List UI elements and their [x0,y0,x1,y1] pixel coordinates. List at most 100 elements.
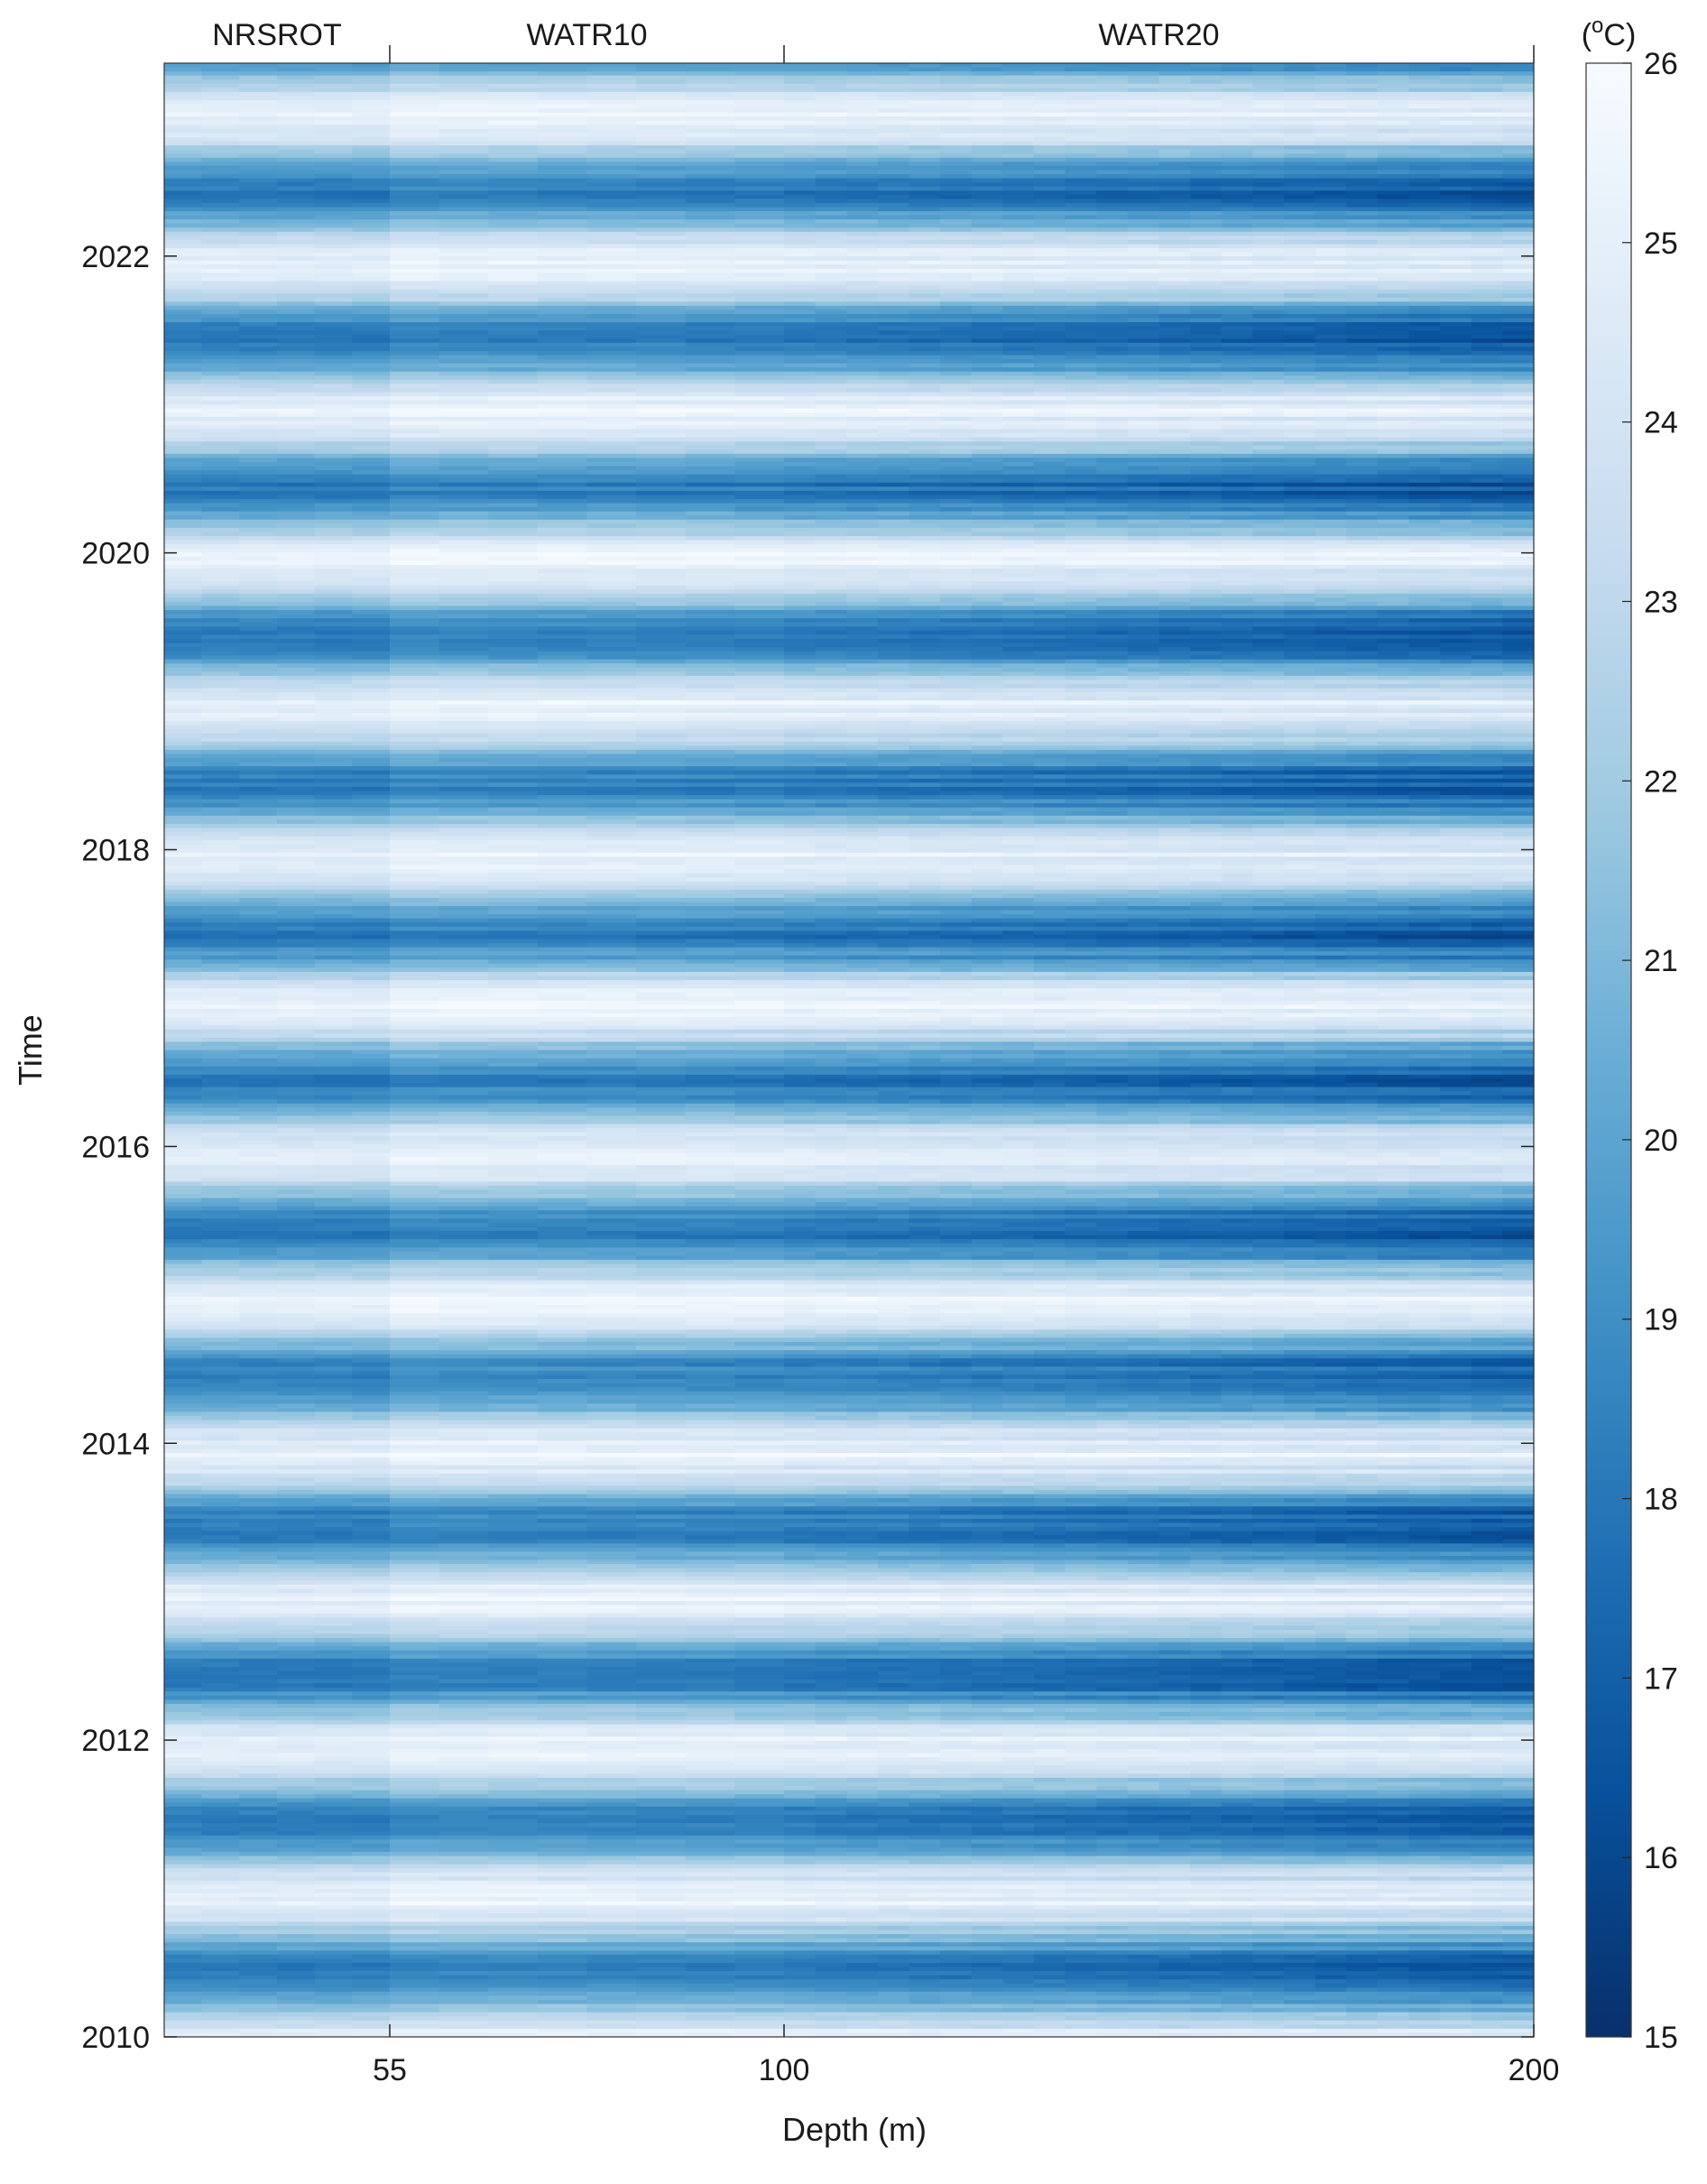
heatmap-cell [1346,190,1379,196]
heatmap-cell [390,239,440,245]
heatmap-cell [971,375,1003,381]
heatmap-cell [1502,190,1535,196]
heatmap-cell [488,289,539,294]
heatmap-cell [239,260,278,265]
heatmap-cell [1252,141,1285,146]
heatmap-cell [1190,273,1223,278]
heatmap-cell [1440,96,1472,101]
heatmap-cell [1096,408,1129,413]
heatmap-cell [1346,363,1379,368]
heatmap-cell [352,367,391,373]
heatmap-cell [1502,289,1535,294]
heatmap-cell [877,379,910,384]
heatmap-cell [488,359,539,365]
heatmap-cell [1315,486,1347,492]
heatmap-cell [846,601,879,607]
heatmap-cell [909,194,941,199]
heatmap-cell [1096,268,1129,273]
heatmap-cell [1502,498,1535,504]
heatmap-cell [277,141,316,146]
heatmap-cell [1346,186,1379,191]
heatmap-cell [1315,186,1347,191]
heatmap-cell [438,581,489,587]
heatmap-cell [586,453,637,458]
heatmap-cell [1377,67,1410,72]
heatmap-cell [636,199,687,204]
heatmap-cell [1096,157,1129,162]
heatmap-cell [971,466,1003,471]
heatmap-cell [1284,112,1316,117]
heatmap-cell [909,260,941,265]
heatmap-cell [1034,416,1066,421]
heatmap-cell [971,461,1003,467]
heatmap-cell [537,236,588,241]
heatmap-cell [164,375,203,381]
heatmap-cell [438,194,489,199]
heatmap-cell [1158,342,1191,347]
heatmap-cell [1408,153,1441,159]
heatmap-cell [1158,392,1191,397]
heatmap-cell [1346,211,1379,217]
heatmap-cell [971,207,1003,212]
heatmap-cell [277,458,316,463]
heatmap-cell [488,371,539,376]
heatmap-cell [685,511,735,516]
heatmap-cell [438,532,489,537]
heatmap-cell [1065,523,1097,529]
heatmap-cell [438,593,489,598]
heatmap-cell [1284,310,1316,315]
heatmap-cell [586,350,637,356]
heatmap-cell [877,207,910,212]
heatmap-cell [586,63,637,69]
heatmap-cell [784,297,817,302]
heatmap-cell [1190,400,1223,405]
heatmap-cell [1377,223,1410,228]
heatmap-cell [1034,367,1066,373]
heatmap-cell [390,248,440,254]
heatmap-cell [1284,564,1316,570]
heatmap-cell [488,449,539,455]
heatmap-cell [1471,412,1503,418]
heatmap-cell [1096,486,1129,492]
heatmap-cell [971,359,1003,365]
heatmap-cell [1408,133,1441,138]
heatmap-cell [1221,458,1253,463]
heatmap-cell [488,202,539,208]
heatmap-cell [1284,75,1316,80]
heatmap-cell [352,548,391,553]
heatmap-cell [1221,227,1253,233]
heatmap-cell [971,71,1003,77]
heatmap-cell [314,305,353,310]
heatmap-cell [1502,379,1535,384]
heatmap-cell [877,350,910,356]
heatmap-cell [277,523,316,529]
heatmap-cell [1440,519,1472,524]
heatmap-cell [1502,519,1535,524]
heatmap-cell [1377,149,1410,154]
heatmap-cell [940,498,973,504]
heatmap-cell [940,527,973,533]
heatmap-cell [1502,239,1535,245]
heatmap-cell [1065,392,1097,397]
heatmap-cell [1127,371,1160,376]
heatmap-cell [1346,355,1379,360]
heatmap-cell [877,190,910,196]
heatmap-cell [1252,227,1285,233]
heatmap-cell [846,569,879,574]
heatmap-cell [877,367,910,373]
heatmap-cell [1408,67,1441,72]
heatmap-cell [352,268,391,273]
heatmap-cell [352,104,391,109]
heatmap-cell [940,137,973,143]
heatmap-cell [1221,486,1253,492]
heatmap-cell [815,318,847,323]
heatmap-cell [1002,474,1035,479]
heatmap-cell [586,182,637,188]
heatmap-cell [909,182,941,188]
heatmap-cell [685,458,735,463]
heatmap-cell [164,556,203,561]
heatmap-cell [1440,248,1472,254]
heatmap-cell [1284,260,1316,265]
heatmap-cell [1127,75,1160,80]
heatmap-cell [1002,384,1035,389]
